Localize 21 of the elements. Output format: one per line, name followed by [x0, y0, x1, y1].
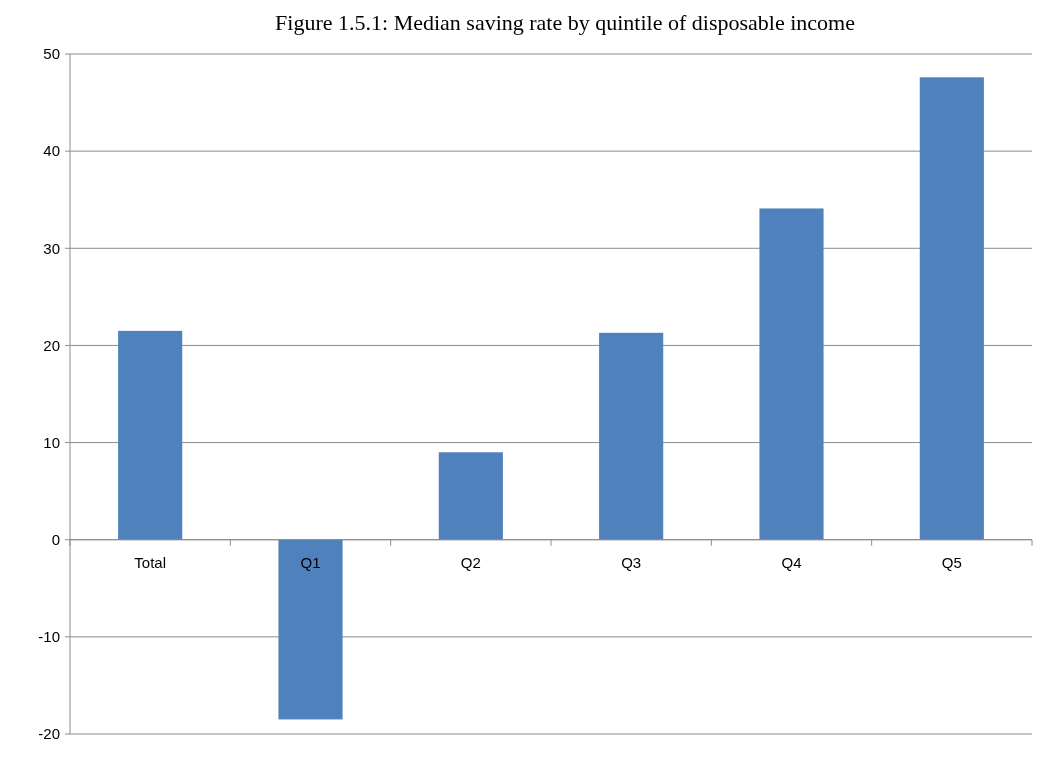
y-tick-label: 40	[43, 142, 60, 160]
x-tick-label: Q5	[941, 553, 962, 571]
x-tick-label: Q2	[460, 553, 481, 571]
y-tick-label: 50	[43, 45, 60, 63]
chart-title: Figure 1.5.1: Median saving rate by quintile of disposable income	[275, 10, 855, 35]
y-tick-label: -10	[38, 628, 60, 646]
x-tick-label: Total	[134, 553, 167, 571]
bar	[278, 539, 343, 720]
y-tick-label: -20	[38, 725, 60, 743]
y-tick-label: 30	[43, 239, 60, 257]
y-tick-label: 0	[51, 530, 60, 548]
y-tick-label: 10	[43, 433, 60, 451]
x-tick-label: Q4	[781, 553, 802, 571]
bar	[759, 208, 824, 540]
x-tick-label: Q3	[621, 553, 642, 571]
bar	[919, 77, 984, 540]
bar	[438, 452, 503, 540]
bar	[599, 332, 664, 540]
x-tick-label: Q1	[300, 553, 321, 571]
bar	[118, 330, 183, 540]
y-tick-label: 20	[43, 336, 60, 354]
